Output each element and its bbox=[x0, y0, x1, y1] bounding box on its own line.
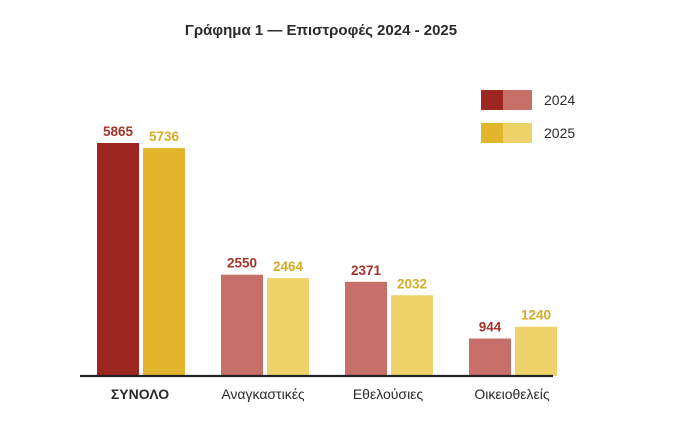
chart-title: Γράφημα 1 — Επιστροφές 2024 - 2025 bbox=[185, 22, 457, 39]
category-labels-group: ΣΥΝΟΛΟ Αναγκαστικές Εθελούσιες Οικειοθελείς bbox=[111, 386, 550, 402]
bar-2024-2 bbox=[345, 281, 387, 376]
legend-label-2025: 2025 bbox=[544, 125, 575, 141]
value-labels-group: 5865 5736 2550 2464 2371 2032 944 1240 bbox=[103, 124, 551, 334]
category-label-2: Εθελούσιες bbox=[353, 386, 424, 402]
legend-label-2024: 2024 bbox=[544, 92, 575, 108]
bar-2025-3 bbox=[515, 326, 557, 376]
value-label-2024-1: 2550 bbox=[227, 256, 257, 271]
legend-item-2024: 2024 bbox=[481, 90, 575, 110]
legend: 2024 2025 bbox=[481, 90, 575, 143]
category-label-3: Οικειοθελείς bbox=[474, 386, 550, 402]
category-label-1: Αναγκαστικές bbox=[221, 386, 305, 402]
bars-group bbox=[97, 143, 557, 376]
value-label-2024-3: 944 bbox=[479, 319, 502, 334]
legend-swatch-strong-2025 bbox=[481, 123, 503, 143]
bar-2025-1 bbox=[267, 278, 309, 376]
value-label-2025-3: 1240 bbox=[521, 308, 551, 323]
value-label-2025-2: 2032 bbox=[397, 276, 427, 291]
value-label-2024-0: 5865 bbox=[103, 124, 134, 139]
value-label-2025-0: 5736 bbox=[149, 129, 180, 144]
value-label-2025-1: 2464 bbox=[273, 259, 304, 274]
bar-2024-1 bbox=[221, 274, 263, 376]
bar-2024-0 bbox=[97, 143, 139, 376]
bar-2025-2 bbox=[391, 295, 433, 376]
legend-swatch-light-2024 bbox=[503, 90, 532, 110]
legend-swatch-light-2025 bbox=[503, 123, 532, 143]
legend-item-2025: 2025 bbox=[481, 123, 575, 143]
value-label-2024-2: 2371 bbox=[351, 263, 382, 278]
legend-swatch-strong-2024 bbox=[481, 90, 503, 110]
bar-2025-0 bbox=[143, 148, 185, 376]
bar-2024-3 bbox=[469, 338, 511, 376]
category-label-0: ΣΥΝΟΛΟ bbox=[111, 386, 169, 402]
